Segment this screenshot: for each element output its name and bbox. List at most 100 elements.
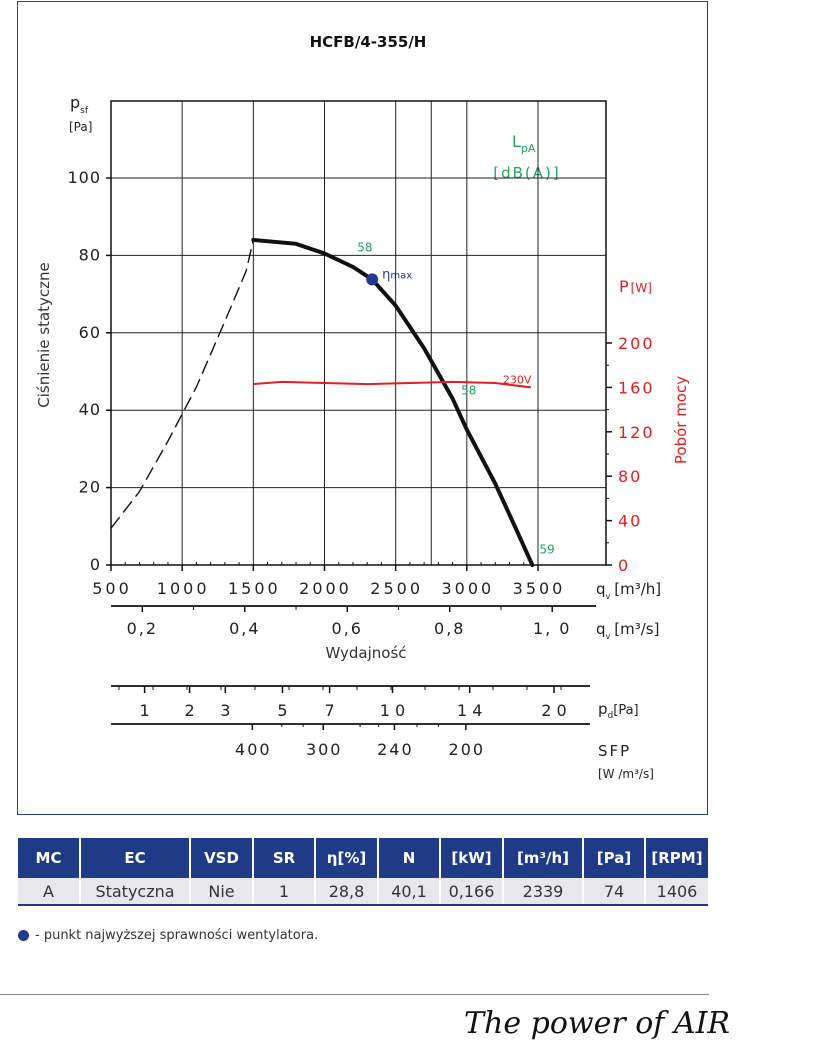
pd-tick-label: 3 (220, 701, 230, 720)
table-header-cell: EC (80, 838, 191, 878)
lpa-symbol-main: L (512, 132, 521, 151)
table-cell: Statyczna (80, 878, 191, 906)
power-tick-label: 200 (618, 334, 655, 353)
pd-tick-label: 1 4 (457, 701, 482, 720)
x-tick-label: 2500 (370, 579, 423, 598)
power-tick-label: 120 (618, 423, 655, 442)
right-axis-unit: [W] (631, 281, 652, 295)
lpa-symbol: LpA (512, 132, 536, 155)
table-cell: 28,8 (315, 878, 379, 906)
y-tick-label: 100 (67, 168, 101, 187)
x-tick-label: 2000 (299, 579, 352, 598)
chart-title: HCFB/4-355/H (310, 33, 427, 51)
x2-axis-unit: [m³/s] (614, 620, 659, 638)
pd-tick-label: 1 (139, 701, 149, 720)
x-tick-label: 1500 (228, 579, 281, 598)
noise-level-label: 59 (539, 542, 554, 556)
table-cell: Nie (190, 878, 254, 906)
y-axis-unit: [Pa] (69, 120, 92, 134)
pressure-curve-unstable (110, 239, 254, 529)
table-header-cell: [RPM] (645, 838, 708, 878)
sfp-scale-unit: [W /m³/s] (598, 767, 654, 781)
x-axis-label: qv [m³/h] (596, 580, 661, 601)
spec-table: MC EC VSD SR η[%] N [kW] [m³/h] [Pa] [RPM] A Staty… (18, 838, 708, 906)
table-row: A Statyczna Nie 1 28,8 40,1 0,166 2339 74 1406 (18, 878, 708, 906)
x2-tick-label: 0,2 (127, 619, 158, 638)
pd-scale-unit: [Pa] (613, 703, 638, 718)
power-series-label: 230V (503, 373, 532, 386)
pd-scale-symbol: p (598, 700, 608, 718)
y-tick-label: 40 (79, 400, 101, 419)
x2-tick-label: 0,4 (229, 619, 260, 638)
eta-max-sub: max (390, 270, 412, 281)
pd-tick-label: 2 (185, 701, 195, 720)
fan-performance-chart: HCFB/4-355/H psf [Pa] Ciśnienie statyczn… (35, 33, 690, 781)
table-header-cell: MC (18, 838, 81, 878)
power-tick-label: 0 (618, 556, 630, 575)
sfp-scale-label: SFP (598, 742, 631, 760)
table-header-cell: VSD (190, 838, 254, 878)
pd-tick-label: 5 (277, 701, 287, 720)
table-header-cell: η[%] (315, 838, 379, 878)
table-header-cell: SR (253, 838, 316, 878)
lpa-symbol-sub: pA (521, 142, 536, 155)
brand-signature: The power of AIR (464, 1006, 731, 1041)
table-cell: 0,166 (440, 878, 504, 906)
table-cell: 40,1 (378, 878, 441, 906)
table-cell: A (18, 878, 81, 906)
x-tick-label: 1000 (157, 579, 210, 598)
pd-scale-symbol-sub: d (608, 711, 614, 721)
noise-level-label: 58 (461, 384, 476, 398)
eta-max-symbol: η (382, 267, 390, 282)
noise-level-label: 58 (357, 241, 372, 255)
sfp-tick-label: 400 (235, 740, 272, 759)
right-axis-symbol-main: P (619, 277, 629, 296)
table-header-cell: [m³/h] (503, 838, 584, 878)
table-header-cell: [kW] (440, 838, 504, 878)
table-header-cell: N (378, 838, 441, 878)
power-tick-label: 160 (618, 378, 655, 397)
x2-axis-symbol: q (596, 620, 606, 638)
legend-note: - punkt najwyższej sprawności wentylator… (18, 928, 318, 943)
sfp-tick-label: 300 (306, 740, 343, 759)
legend-note-text: - punkt najwyższej sprawności wentylator… (35, 928, 319, 943)
table-header-row: MC EC VSD SR η[%] N [kW] [m³/h] [Pa] [RPM] (18, 838, 708, 878)
pd-scale-label: pd[Pa] (598, 700, 639, 721)
power-curve (253, 380, 532, 389)
table-cell: 74 (583, 878, 646, 906)
footer-divider (0, 994, 709, 995)
power-tick-label: 80 (618, 467, 642, 486)
eta-max-marker (366, 273, 379, 286)
chart-frame (17, 1, 708, 815)
y-axis-symbol: psf (70, 93, 89, 116)
pd-tick-label: 2 0 (541, 701, 566, 720)
x2-tick-label: 1, 0 (533, 619, 572, 638)
y-tick-label: 60 (79, 323, 101, 342)
y-axis-symbol-main: p (70, 93, 80, 112)
x2-tick-label: 0,8 (434, 619, 465, 638)
pd-tick-label: 7 (325, 701, 335, 720)
x-axis-symbol: q (596, 580, 606, 598)
y-axis-title: Ciśnienie statyczne (35, 262, 53, 408)
lpa-unit: [dB(A)] (493, 164, 560, 182)
eta-max-label: ηmax (382, 267, 412, 282)
table-cell: 1406 (645, 878, 708, 906)
table-header-cell: [Pa] (583, 838, 646, 878)
x2-axis-symbol-sub: v (606, 632, 611, 641)
x-tick-label: 3500 (513, 579, 566, 598)
y-tick-label: 0 (90, 555, 101, 574)
x2-axis-label: qv [m³/s] (596, 620, 659, 641)
lpa-label-background (483, 125, 583, 187)
x-tick-label: 3000 (441, 579, 494, 598)
y-tick-label: 20 (79, 478, 101, 497)
y-tick-label: 80 (79, 245, 101, 264)
pd-tick-label: 1 0 (380, 701, 405, 720)
x-axis-symbol-sub: v (606, 592, 611, 601)
x-tick-label: 500 (92, 579, 132, 598)
x-axis-title: Wydajność (325, 644, 406, 662)
sfp-tick-label: 200 (449, 740, 486, 759)
right-axis-title: Pobór mocy (672, 376, 690, 464)
y-axis-symbol-sub: sf (80, 106, 89, 116)
right-axis-symbol: P [W] (619, 277, 652, 296)
pressure-curve (251, 237, 535, 567)
